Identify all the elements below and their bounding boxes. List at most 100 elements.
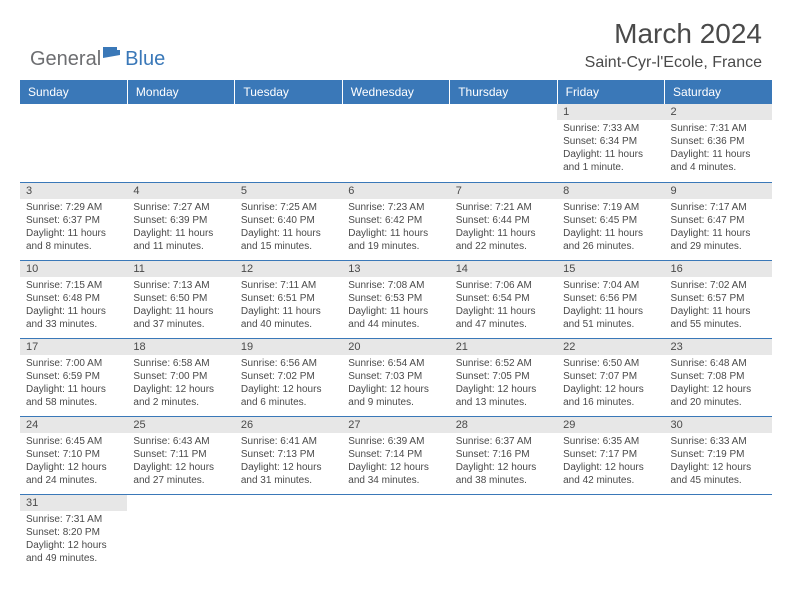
daylight-text: Daylight: 12 hours and 16 minutes.: [563, 383, 658, 409]
calendar-cell: 5Sunrise: 7:25 AMSunset: 6:40 PMDaylight…: [235, 182, 342, 260]
cell-body: Sunrise: 7:31 AMSunset: 6:36 PMDaylight:…: [665, 120, 772, 176]
sunrise-text: Sunrise: 6:41 AM: [241, 435, 336, 448]
calendar-cell: 8Sunrise: 7:19 AMSunset: 6:45 PMDaylight…: [557, 182, 664, 260]
date-number: 27: [342, 417, 449, 433]
date-number: [450, 495, 557, 511]
cell-body: Sunrise: 6:45 AMSunset: 7:10 PMDaylight:…: [20, 433, 127, 489]
day-header-friday: Friday: [557, 80, 664, 104]
sunset-text: Sunset: 7:16 PM: [456, 448, 551, 461]
date-number: [342, 495, 449, 511]
calendar-body: 1Sunrise: 7:33 AMSunset: 6:34 PMDaylight…: [20, 104, 772, 572]
day-header-monday: Monday: [127, 80, 234, 104]
sunrise-text: Sunrise: 6:43 AM: [133, 435, 228, 448]
cell-body: [127, 120, 234, 124]
daylight-text: Daylight: 11 hours and 51 minutes.: [563, 305, 658, 331]
date-number: 31: [20, 495, 127, 511]
sunrise-text: Sunrise: 6:35 AM: [563, 435, 658, 448]
sunrise-text: Sunrise: 6:58 AM: [133, 357, 228, 370]
date-number: 24: [20, 417, 127, 433]
cell-body: Sunrise: 6:52 AMSunset: 7:05 PMDaylight:…: [450, 355, 557, 411]
sunrise-text: Sunrise: 7:19 AM: [563, 201, 658, 214]
sunrise-text: Sunrise: 6:50 AM: [563, 357, 658, 370]
daylight-text: Daylight: 11 hours and 58 minutes.: [26, 383, 121, 409]
calendar-week-row: 24Sunrise: 6:45 AMSunset: 7:10 PMDayligh…: [20, 416, 772, 494]
calendar-week-row: 17Sunrise: 7:00 AMSunset: 6:59 PMDayligh…: [20, 338, 772, 416]
calendar-cell: 13Sunrise: 7:08 AMSunset: 6:53 PMDayligh…: [342, 260, 449, 338]
calendar-week-row: 10Sunrise: 7:15 AMSunset: 6:48 PMDayligh…: [20, 260, 772, 338]
daylight-text: Daylight: 11 hours and 44 minutes.: [348, 305, 443, 331]
calendar-cell: 24Sunrise: 6:45 AMSunset: 7:10 PMDayligh…: [20, 416, 127, 494]
calendar-cell: 4Sunrise: 7:27 AMSunset: 6:39 PMDaylight…: [127, 182, 234, 260]
daylight-text: Daylight: 11 hours and 29 minutes.: [671, 227, 766, 253]
sunrise-text: Sunrise: 7:23 AM: [348, 201, 443, 214]
calendar-cell: 2Sunrise: 7:31 AMSunset: 6:36 PMDaylight…: [665, 104, 772, 182]
date-number: 19: [235, 339, 342, 355]
date-number: 29: [557, 417, 664, 433]
sunrise-text: Sunrise: 7:15 AM: [26, 279, 121, 292]
cell-body: [450, 511, 557, 515]
logo-text-blue: Blue: [125, 48, 165, 71]
calendar-cell: 1Sunrise: 7:33 AMSunset: 6:34 PMDaylight…: [557, 104, 664, 182]
calendar-cell: [342, 104, 449, 182]
sunset-text: Sunset: 7:02 PM: [241, 370, 336, 383]
cell-body: Sunrise: 6:58 AMSunset: 7:00 PMDaylight:…: [127, 355, 234, 411]
title-area: March 2024 Saint-Cyr-l'Ecole, France: [585, 18, 762, 72]
cell-body: Sunrise: 6:39 AMSunset: 7:14 PMDaylight:…: [342, 433, 449, 489]
date-number: 30: [665, 417, 772, 433]
calendar-cell: [127, 494, 234, 572]
daylight-text: Daylight: 12 hours and 31 minutes.: [241, 461, 336, 487]
sunrise-text: Sunrise: 7:13 AM: [133, 279, 228, 292]
cell-body: Sunrise: 7:13 AMSunset: 6:50 PMDaylight:…: [127, 277, 234, 333]
daylight-text: Daylight: 11 hours and 40 minutes.: [241, 305, 336, 331]
cell-body: [20, 120, 127, 124]
daylight-text: Daylight: 12 hours and 45 minutes.: [671, 461, 766, 487]
sunset-text: Sunset: 6:57 PM: [671, 292, 766, 305]
sunset-text: Sunset: 6:39 PM: [133, 214, 228, 227]
sunset-text: Sunset: 6:59 PM: [26, 370, 121, 383]
calendar-cell: 10Sunrise: 7:15 AMSunset: 6:48 PMDayligh…: [20, 260, 127, 338]
daylight-text: Daylight: 11 hours and 11 minutes.: [133, 227, 228, 253]
daylight-text: Daylight: 12 hours and 49 minutes.: [26, 539, 121, 565]
cell-body: Sunrise: 6:43 AMSunset: 7:11 PMDaylight:…: [127, 433, 234, 489]
calendar-cell: 30Sunrise: 6:33 AMSunset: 7:19 PMDayligh…: [665, 416, 772, 494]
date-number: 9: [665, 183, 772, 199]
date-number: 25: [127, 417, 234, 433]
sunset-text: Sunset: 6:50 PM: [133, 292, 228, 305]
sunset-text: Sunset: 7:05 PM: [456, 370, 551, 383]
cell-body: Sunrise: 7:15 AMSunset: 6:48 PMDaylight:…: [20, 277, 127, 333]
cell-body: Sunrise: 6:54 AMSunset: 7:03 PMDaylight:…: [342, 355, 449, 411]
date-number: 10: [20, 261, 127, 277]
date-number: 1: [557, 104, 664, 120]
daylight-text: Daylight: 12 hours and 38 minutes.: [456, 461, 551, 487]
sunrise-text: Sunrise: 7:06 AM: [456, 279, 551, 292]
daylight-text: Daylight: 12 hours and 27 minutes.: [133, 461, 228, 487]
sunset-text: Sunset: 6:48 PM: [26, 292, 121, 305]
calendar-cell: 31Sunrise: 7:31 AMSunset: 8:20 PMDayligh…: [20, 494, 127, 572]
calendar-cell: 19Sunrise: 6:56 AMSunset: 7:02 PMDayligh…: [235, 338, 342, 416]
calendar-cell: 18Sunrise: 6:58 AMSunset: 7:00 PMDayligh…: [127, 338, 234, 416]
calendar-cell: 11Sunrise: 7:13 AMSunset: 6:50 PMDayligh…: [127, 260, 234, 338]
sunset-text: Sunset: 6:37 PM: [26, 214, 121, 227]
daylight-text: Daylight: 11 hours and 55 minutes.: [671, 305, 766, 331]
logo-text-general: General: [30, 48, 101, 71]
day-header-sunday: Sunday: [20, 80, 127, 104]
date-number: 6: [342, 183, 449, 199]
sunset-text: Sunset: 8:20 PM: [26, 526, 121, 539]
date-number: 23: [665, 339, 772, 355]
cell-body: Sunrise: 7:23 AMSunset: 6:42 PMDaylight:…: [342, 199, 449, 255]
sunrise-text: Sunrise: 6:48 AM: [671, 357, 766, 370]
date-number: 8: [557, 183, 664, 199]
cell-body: Sunrise: 6:37 AMSunset: 7:16 PMDaylight:…: [450, 433, 557, 489]
cell-body: Sunrise: 7:11 AMSunset: 6:51 PMDaylight:…: [235, 277, 342, 333]
sunrise-text: Sunrise: 7:02 AM: [671, 279, 766, 292]
date-number: [665, 495, 772, 511]
logo-flag-icon: [103, 47, 123, 68]
date-number: 20: [342, 339, 449, 355]
sunset-text: Sunset: 6:53 PM: [348, 292, 443, 305]
daylight-text: Daylight: 11 hours and 33 minutes.: [26, 305, 121, 331]
sunrise-text: Sunrise: 7:11 AM: [241, 279, 336, 292]
calendar-cell: [665, 494, 772, 572]
date-number: 3: [20, 183, 127, 199]
cell-body: Sunrise: 7:27 AMSunset: 6:39 PMDaylight:…: [127, 199, 234, 255]
sunset-text: Sunset: 7:13 PM: [241, 448, 336, 461]
